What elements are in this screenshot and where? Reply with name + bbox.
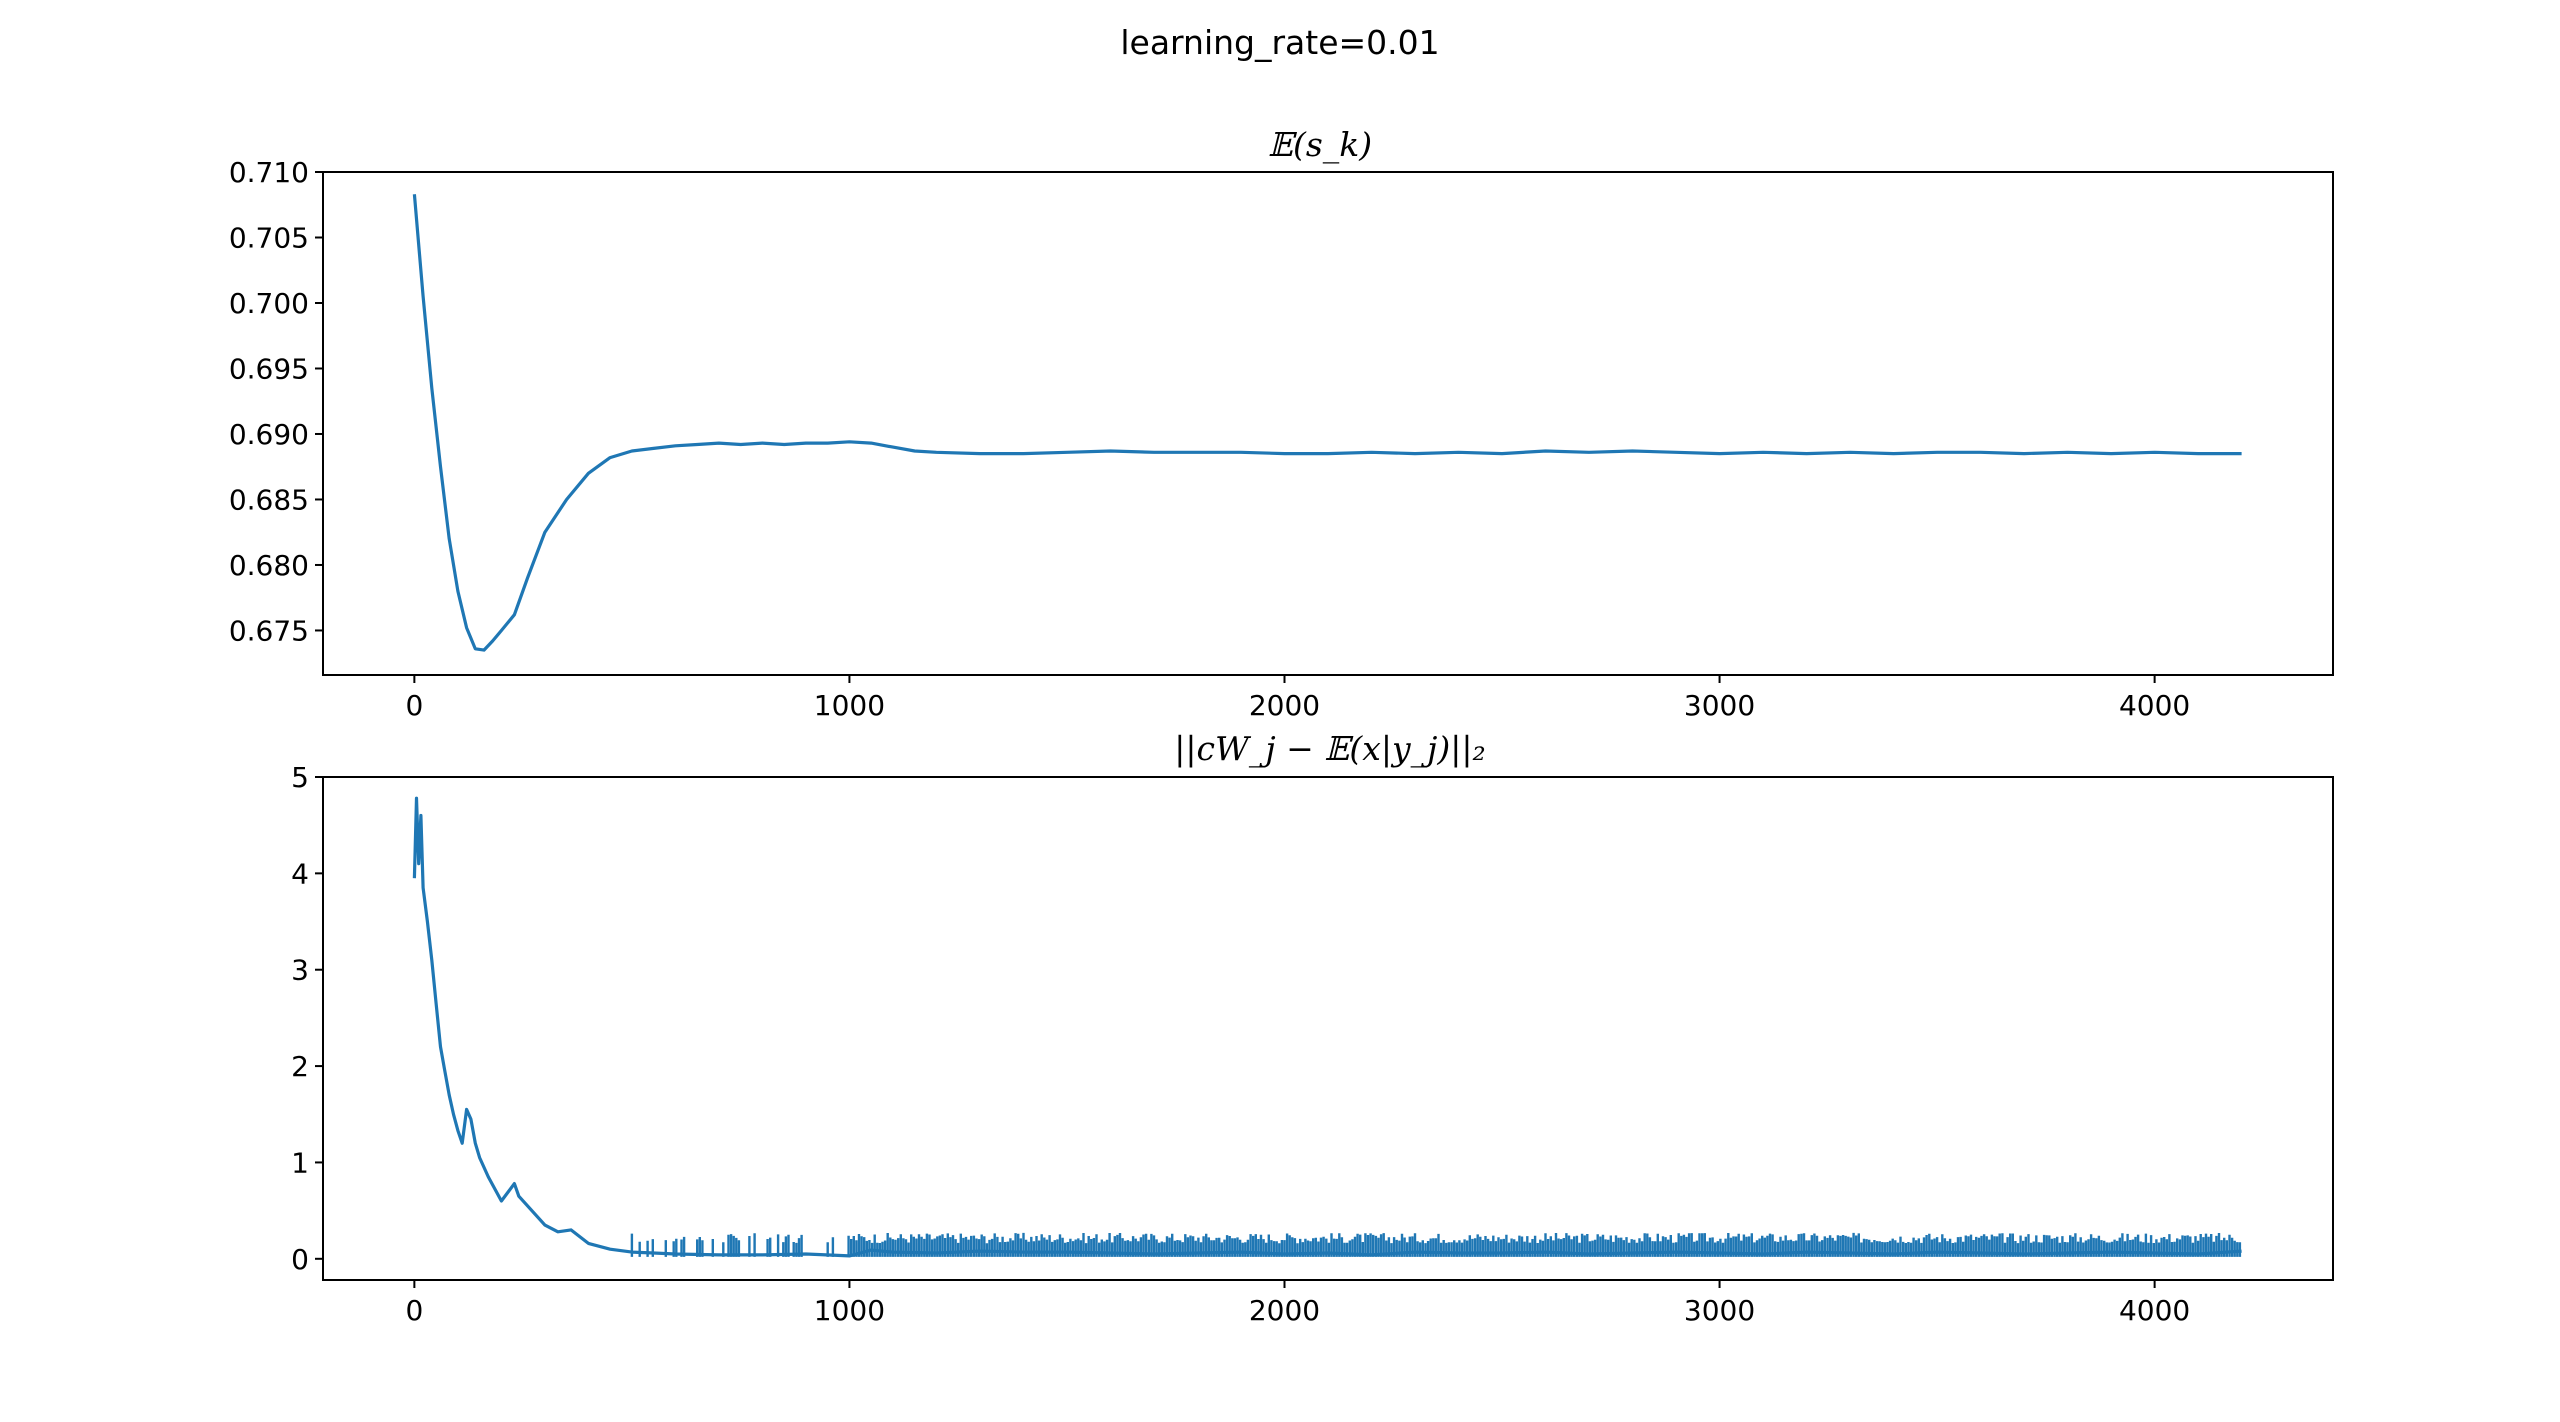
- y-tick-label: 3: [291, 954, 309, 987]
- plot-title-norm-error: ||cW_j − 𝔼(x|y_j)||₂: [1174, 729, 1485, 769]
- y-tick-label: 0.675: [229, 614, 309, 647]
- plot-expected-s-k: 𝔼(s_k) 0 1000 2000 3000 4000 0.675 0.680 0.685…: [229, 125, 2334, 722]
- y-tick-label: 0.690: [229, 418, 309, 451]
- x-tick-label: 1000: [814, 1294, 885, 1327]
- y-tick-label: 0.680: [229, 549, 309, 582]
- series-line: [412, 194, 2242, 652]
- x-tick-label: 0: [405, 1294, 423, 1327]
- x-tick-label: 2000: [1249, 1294, 1320, 1327]
- y-axis: 0.675 0.680 0.685 0.690 0.695 0.700 0.705 0.710: [229, 156, 323, 647]
- y-tick-label: 2: [291, 1050, 309, 1083]
- x-axis: 0 1000 2000 3000 4000: [405, 1280, 2190, 1327]
- y-tick-label: 0.695: [229, 352, 309, 385]
- plot-frame: [322, 776, 2334, 1281]
- plot-title-expected-s-k: 𝔼(s_k): [1268, 125, 1372, 165]
- y-tick-label: 0.700: [229, 287, 309, 320]
- figure-title: learning_rate=0.01: [1120, 23, 1439, 62]
- series-noise-spikes: [630, 1232, 2242, 1257]
- plot-frame: [322, 171, 2334, 676]
- y-tick-label: 0: [291, 1243, 309, 1276]
- y-tick-label: 1: [291, 1146, 309, 1179]
- y-axis: 0 1 2 3 4 5: [291, 761, 323, 1276]
- y-tick-label: 0.705: [229, 221, 309, 254]
- x-tick-label: 1000: [814, 689, 885, 722]
- x-axis: 0 1000 2000 3000 4000: [405, 675, 2190, 722]
- x-tick-label: 3000: [1684, 689, 1755, 722]
- x-tick-label: 0: [405, 689, 423, 722]
- series-layer: [412, 796, 2242, 1258]
- x-tick-label: 4000: [2119, 689, 2190, 722]
- x-tick-label: 2000: [1249, 689, 1320, 722]
- y-tick-label: 0.710: [229, 156, 309, 189]
- series-layer: [412, 194, 2242, 652]
- x-tick-label: 4000: [2119, 1294, 2190, 1327]
- y-tick-label: 0.685: [229, 483, 309, 516]
- y-tick-label: 4: [291, 857, 309, 890]
- x-tick-label: 3000: [1684, 1294, 1755, 1327]
- y-tick-label: 5: [291, 761, 309, 794]
- plot-norm-error: ||cW_j − 𝔼(x|y_j)||₂ 0 1000 2000 3000 4000 0…: [291, 729, 2334, 1327]
